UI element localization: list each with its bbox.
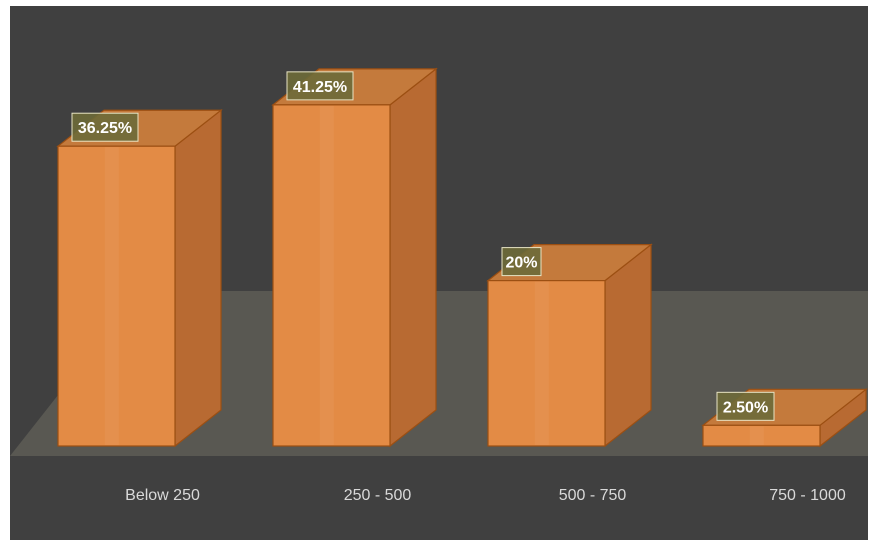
data-label: 41.25% — [286, 71, 354, 101]
data-labels-layer: 36.25% 41.25% 20% 2.50% — [71, 71, 775, 421]
data-label: 2.50% — [716, 391, 775, 421]
data-label-box — [286, 71, 354, 101]
data-label: 36.25% — [71, 112, 139, 142]
bar-highlight — [749, 426, 764, 445]
x-tick-label: 750 - 1000 — [769, 487, 846, 504]
bar-front-face — [57, 145, 176, 447]
x-axis-tick-labels: Below 250 250 - 500 500 - 750 750 - 1000 — [125, 487, 846, 504]
data-label: 20% — [501, 247, 542, 277]
bar-front-face — [702, 424, 821, 447]
bar-front-face — [272, 104, 391, 447]
bar-highlight — [104, 147, 119, 445]
bar-side-face — [174, 108, 222, 448]
x-tick-label: 500 - 750 — [559, 487, 627, 504]
data-label-box — [716, 391, 775, 421]
bar-front-face — [487, 280, 606, 447]
data-label-text: 41.25% — [293, 79, 347, 96]
bar-highlight — [319, 105, 334, 446]
bar-side-face — [389, 67, 437, 448]
data-label-box — [71, 112, 139, 142]
data-label-text: 20% — [505, 255, 537, 272]
data-label-text: 2.50% — [723, 399, 768, 416]
x-tick-label: 250 - 500 — [344, 487, 412, 504]
bar-highlight — [534, 281, 549, 445]
chart-floor — [10, 291, 868, 456]
data-label-text: 36.25% — [78, 120, 132, 137]
x-tick-label: Below 250 — [125, 487, 200, 504]
bar-1 — [56, 108, 223, 448]
bar-2 — [271, 67, 438, 448]
data-label-box — [501, 247, 542, 277]
